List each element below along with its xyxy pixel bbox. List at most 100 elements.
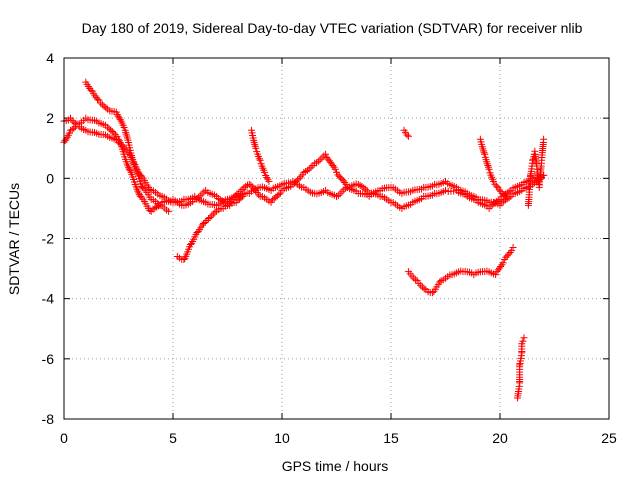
data-point-interp: [124, 162, 132, 170]
data-point-interp: [135, 189, 143, 197]
data-point-interp: [214, 195, 222, 203]
data-point-interp: [491, 199, 499, 207]
series-track-i: [400, 126, 412, 140]
x-axis-label: GPS time / hours: [282, 458, 389, 474]
data-point: [520, 334, 528, 342]
tick-labels: 0 5 10 15 20 25 -8 -6 -4 -2 0 2 4: [42, 50, 617, 446]
data-point-interp: [492, 197, 500, 205]
data-point: [130, 159, 138, 167]
data-point-interp: [314, 157, 322, 165]
x-tick-label: 10: [274, 430, 290, 446]
data-point-interp: [102, 104, 110, 112]
data-point: [540, 135, 548, 143]
data-point: [404, 132, 412, 140]
data-point-interp: [313, 159, 321, 167]
series-track-d: [173, 192, 247, 264]
data-point: [503, 192, 511, 200]
data-point-interp: [505, 188, 513, 196]
data-point-interp: [302, 168, 310, 176]
y-tick-label: -2: [42, 231, 55, 247]
data-point-interp: [483, 160, 491, 168]
data-point-interp: [502, 253, 510, 261]
x-tick-label: 25: [601, 430, 617, 446]
y-axis-label: SDTVAR / TECUs: [6, 183, 22, 295]
data-point-interp: [339, 177, 347, 185]
y-tick-label: 0: [46, 170, 54, 186]
data-point-interp: [342, 184, 350, 192]
plot-border: [63, 57, 610, 420]
data-point: [200, 219, 208, 227]
data-point-interp: [116, 115, 124, 123]
data-point: [509, 244, 517, 252]
data-point-interp: [498, 199, 506, 207]
data-point: [138, 183, 146, 191]
data-point-interp: [200, 188, 208, 196]
data-point-interp: [499, 259, 507, 267]
data-point-interp: [237, 194, 245, 202]
data-point: [492, 271, 500, 279]
data-point: [206, 213, 214, 221]
grid-lines: [64, 58, 609, 419]
data-point-interp: [303, 166, 311, 174]
data-point: [256, 156, 264, 164]
data-point-interp: [500, 197, 508, 205]
data-point: [265, 177, 273, 185]
data-point-interp: [329, 161, 337, 169]
data-point: [354, 180, 362, 188]
data-point-interp: [122, 128, 130, 136]
data-point-interp: [251, 140, 259, 148]
data-point-interp: [479, 147, 487, 155]
data-point-interp: [305, 165, 313, 173]
data-point-interp: [360, 184, 368, 192]
data-point-interp: [489, 200, 497, 208]
x-tick-label: 0: [60, 430, 68, 446]
data-point-interp: [100, 102, 108, 110]
data-point-interp: [242, 182, 250, 190]
data-point-interp: [255, 155, 263, 163]
data-point-interp: [247, 181, 255, 189]
data-point: [261, 168, 269, 176]
data-point-interp: [484, 162, 492, 170]
y-tick-label: -6: [42, 351, 55, 367]
series-track-e: [247, 126, 273, 185]
data-point-interp: [238, 185, 246, 193]
y-tick-label: -8: [42, 411, 55, 427]
data-point-interp: [519, 337, 527, 345]
data-point-interp: [263, 173, 271, 181]
data-point: [322, 150, 330, 158]
data-point-interp: [116, 139, 124, 147]
chart-title: Day 180 of 2019, Sidereal Day-to-day VTE…: [82, 20, 583, 36]
data-point: [239, 192, 247, 200]
x-tick-label: 5: [169, 430, 177, 446]
x-tick-label: 15: [383, 430, 399, 446]
data-point-interp: [110, 129, 118, 137]
data-point: [104, 123, 112, 131]
data-point-interp: [501, 196, 509, 204]
data-point: [165, 207, 173, 215]
data-point: [428, 289, 436, 297]
data-point-interp: [255, 191, 263, 199]
data-point-interp: [65, 129, 73, 137]
data-point: [252, 144, 260, 152]
data-point-interp: [503, 252, 511, 260]
series-track-c: [82, 78, 173, 215]
data-point-interp: [403, 131, 411, 139]
data-point-interp: [240, 184, 248, 192]
data-point-interp: [107, 126, 115, 134]
data-point-interp: [497, 262, 505, 270]
data-point-interp: [316, 156, 324, 164]
data-point-interp: [307, 163, 315, 171]
data-point-interp: [275, 191, 283, 199]
y-tick-label: 2: [46, 110, 54, 126]
data-point-interp: [108, 127, 116, 135]
data-point: [489, 177, 497, 185]
data-point: [95, 96, 103, 104]
data-point-interp: [149, 205, 157, 213]
series-track-g: [404, 244, 517, 297]
y-tick-label: 4: [46, 50, 54, 66]
data-point: [333, 192, 340, 200]
data-point-interp: [68, 126, 76, 134]
series-track-h: [513, 334, 528, 402]
